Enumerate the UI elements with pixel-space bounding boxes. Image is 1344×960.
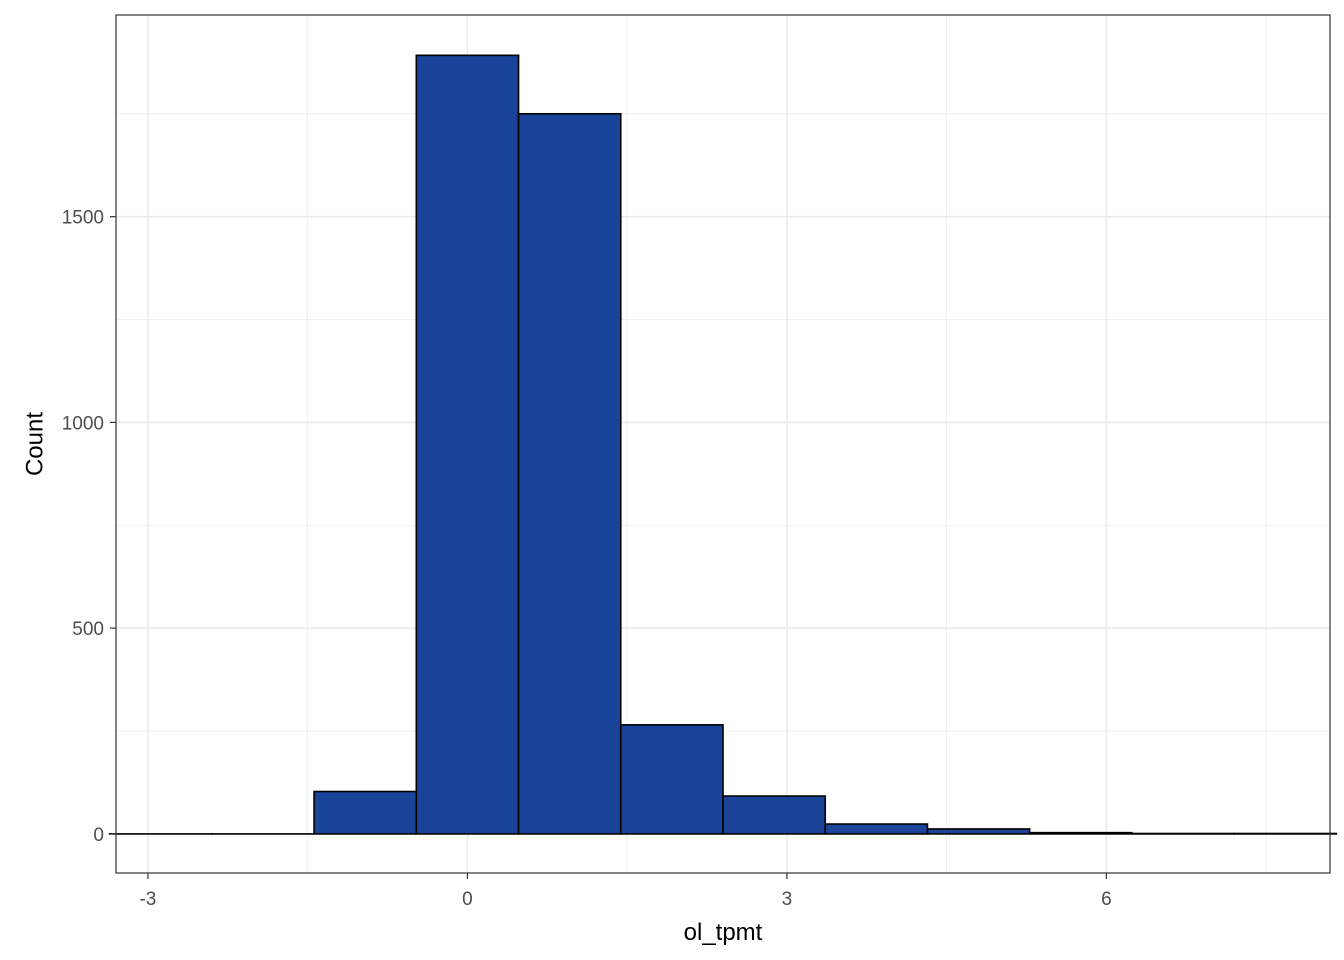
histogram-bar [313, 790, 418, 835]
x-tick-label: 3 [782, 889, 793, 910]
histogram-bar [517, 112, 622, 835]
histogram-bars [108, 54, 1338, 835]
histogram-bar [415, 54, 520, 835]
axis-tick-labels: -3 0 3 6 0 500 1000 1500 [62, 208, 1112, 910]
y-tick-label: 500 [72, 619, 104, 640]
histogram-bar [1028, 831, 1133, 835]
panel-border [115, 14, 1331, 874]
histogram-bar [722, 795, 827, 835]
x-tick-label: 0 [462, 889, 473, 910]
y-tick-label: 1000 [62, 413, 104, 434]
axis-ticks [110, 216, 1107, 879]
x-tick-label: 6 [1101, 889, 1112, 910]
y-axis-title: Count [21, 412, 48, 476]
x-axis-title: ol_tpmt [684, 919, 763, 946]
y-tick-label: 1500 [62, 208, 104, 229]
histogram-bar [824, 823, 929, 835]
histogram-bar [619, 724, 724, 835]
x-tick-label: -3 [139, 889, 156, 910]
histogram-bar [926, 828, 1031, 835]
y-tick-label: 0 [93, 825, 104, 846]
